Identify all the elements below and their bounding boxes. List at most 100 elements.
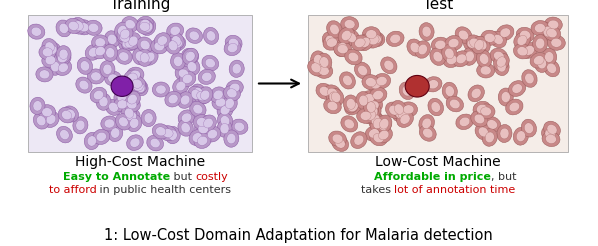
Ellipse shape [126, 112, 136, 121]
Ellipse shape [189, 31, 199, 40]
Ellipse shape [418, 44, 428, 55]
Ellipse shape [55, 60, 72, 76]
Ellipse shape [118, 25, 127, 35]
Ellipse shape [410, 42, 420, 53]
Ellipse shape [308, 60, 324, 76]
Text: but: but [170, 172, 196, 182]
Ellipse shape [170, 26, 180, 35]
Ellipse shape [91, 72, 101, 81]
Ellipse shape [355, 38, 365, 47]
Ellipse shape [455, 27, 472, 43]
Ellipse shape [423, 128, 433, 138]
Ellipse shape [327, 101, 338, 111]
Text: Low-Cost Machine: Low-Cost Machine [375, 155, 501, 169]
Ellipse shape [431, 102, 440, 112]
Ellipse shape [127, 94, 137, 104]
Ellipse shape [545, 129, 555, 139]
Ellipse shape [141, 19, 155, 35]
Ellipse shape [127, 67, 144, 82]
Ellipse shape [477, 104, 495, 119]
Ellipse shape [230, 83, 240, 92]
Ellipse shape [368, 111, 383, 129]
Ellipse shape [348, 102, 358, 112]
Text: Affordable in price: Affordable in price [374, 172, 491, 182]
Ellipse shape [57, 126, 72, 143]
Ellipse shape [114, 97, 131, 112]
Ellipse shape [227, 133, 236, 144]
Ellipse shape [445, 35, 462, 51]
Ellipse shape [313, 54, 323, 65]
Ellipse shape [386, 102, 402, 118]
Ellipse shape [136, 16, 153, 32]
Ellipse shape [197, 87, 213, 104]
Ellipse shape [368, 107, 378, 117]
Ellipse shape [167, 23, 184, 38]
Ellipse shape [181, 113, 191, 122]
Ellipse shape [165, 126, 180, 144]
Text: Training: Training [110, 0, 170, 12]
Ellipse shape [493, 53, 509, 71]
Ellipse shape [224, 130, 239, 147]
Ellipse shape [364, 94, 374, 103]
Ellipse shape [210, 87, 227, 103]
Ellipse shape [442, 82, 457, 100]
Ellipse shape [485, 132, 495, 143]
Ellipse shape [468, 85, 484, 102]
Ellipse shape [466, 35, 483, 51]
Ellipse shape [86, 44, 102, 60]
Ellipse shape [544, 121, 560, 138]
Ellipse shape [115, 114, 132, 130]
Text: in public health centers: in public health centers [96, 185, 231, 195]
Ellipse shape [178, 69, 188, 78]
Ellipse shape [126, 33, 141, 49]
Ellipse shape [141, 109, 156, 127]
Ellipse shape [315, 63, 332, 78]
Ellipse shape [136, 82, 145, 92]
Ellipse shape [369, 87, 387, 103]
Ellipse shape [493, 51, 504, 61]
Ellipse shape [129, 76, 145, 91]
Text: lot of annotation time: lot of annotation time [394, 185, 515, 195]
Ellipse shape [103, 64, 112, 75]
Ellipse shape [111, 76, 133, 96]
Ellipse shape [144, 22, 152, 32]
Text: costly: costly [196, 172, 228, 182]
Ellipse shape [365, 104, 381, 121]
Ellipse shape [324, 85, 341, 101]
Ellipse shape [384, 60, 393, 70]
Ellipse shape [524, 123, 533, 134]
Ellipse shape [357, 34, 373, 51]
Ellipse shape [477, 40, 487, 50]
Ellipse shape [163, 129, 173, 138]
Ellipse shape [497, 124, 512, 142]
Ellipse shape [75, 20, 93, 35]
Ellipse shape [36, 67, 53, 82]
Ellipse shape [402, 86, 411, 96]
Ellipse shape [533, 34, 548, 52]
Ellipse shape [351, 35, 368, 51]
Ellipse shape [185, 51, 195, 61]
Ellipse shape [155, 85, 166, 94]
Ellipse shape [54, 50, 71, 66]
Ellipse shape [547, 35, 565, 50]
Ellipse shape [327, 38, 337, 47]
Ellipse shape [373, 91, 383, 100]
Ellipse shape [212, 95, 229, 110]
Ellipse shape [182, 74, 193, 84]
Ellipse shape [392, 105, 409, 122]
Ellipse shape [96, 93, 111, 110]
Ellipse shape [543, 26, 552, 37]
Ellipse shape [516, 131, 526, 142]
Ellipse shape [471, 88, 481, 98]
Ellipse shape [354, 135, 364, 145]
Ellipse shape [356, 92, 371, 109]
Ellipse shape [332, 135, 349, 151]
Ellipse shape [206, 31, 216, 41]
Ellipse shape [364, 98, 379, 116]
Ellipse shape [231, 119, 248, 134]
Ellipse shape [403, 105, 414, 114]
Ellipse shape [74, 21, 83, 31]
Ellipse shape [469, 38, 480, 48]
Ellipse shape [152, 82, 170, 97]
Ellipse shape [232, 64, 241, 74]
